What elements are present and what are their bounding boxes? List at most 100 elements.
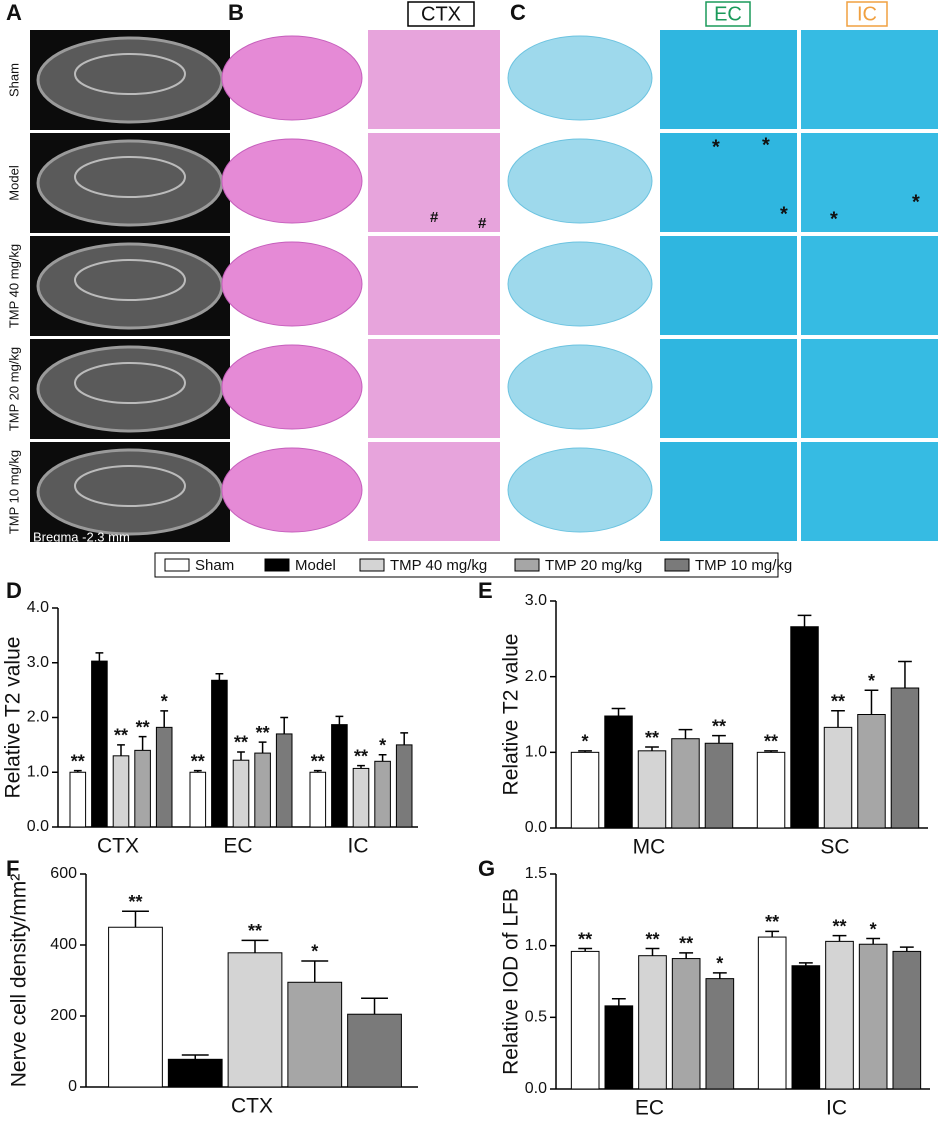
significance: * — [868, 671, 875, 691]
legend-label: TMP 10 mg/kg — [695, 557, 792, 574]
panel-label: A — [6, 0, 22, 25]
error-bar — [361, 997, 388, 1015]
significance: ** — [256, 723, 270, 743]
legend-swatch — [164, 558, 190, 572]
panel-label: E — [478, 578, 493, 603]
lfb-ec — [660, 442, 797, 541]
error-bar — [400, 732, 409, 745]
y-tick-label: 200 — [50, 1007, 77, 1024]
significance: ** — [679, 934, 693, 954]
bar — [395, 744, 413, 828]
error-bar — [764, 750, 778, 753]
y-axis-label: Relative T2 value — [500, 634, 523, 796]
lfb-ic — [801, 133, 938, 232]
error-bar — [831, 709, 845, 728]
bar — [69, 771, 87, 828]
y-tick-label: 0.0 — [525, 1080, 547, 1097]
bar — [671, 958, 701, 1090]
significance: ** — [831, 691, 845, 711]
lfb-ic — [801, 442, 938, 541]
mri-brain — [36, 139, 224, 227]
bar — [756, 751, 786, 829]
error-bar — [712, 734, 726, 744]
bar — [352, 767, 370, 828]
error-bar — [258, 741, 267, 754]
row-label: TMP 20 mg/kg — [6, 347, 21, 431]
significance: ** — [136, 717, 150, 737]
row-label: Model — [6, 165, 21, 201]
error-bar — [160, 710, 169, 728]
error-bar — [313, 769, 322, 773]
header-box — [407, 1, 475, 27]
lfb-ic — [801, 236, 938, 335]
error-bar — [678, 728, 693, 739]
image-mark: # — [430, 209, 439, 226]
bar — [347, 1013, 402, 1088]
mri-inner — [74, 259, 186, 301]
bar — [275, 733, 293, 828]
significance: * — [379, 735, 386, 755]
bar — [604, 715, 633, 829]
panel-label: C — [510, 0, 526, 25]
significance: * — [311, 942, 318, 962]
significance: ** — [311, 751, 325, 771]
x-tick-label: IC — [348, 835, 369, 858]
lfb-ec — [660, 339, 797, 438]
x-tick-label: CTX — [97, 835, 139, 858]
bar — [374, 760, 391, 828]
y-tick-label: 3.0 — [27, 654, 49, 671]
y-tick-label: 1.5 — [525, 865, 547, 882]
y-tick-label: 3.0 — [525, 592, 547, 609]
bar — [570, 751, 600, 829]
significance: ** — [712, 716, 726, 736]
y-tick-label: 2.0 — [27, 709, 49, 726]
error-bar — [193, 769, 202, 773]
significance: ** — [234, 733, 248, 753]
panel-label: G — [478, 856, 495, 881]
significance: ** — [191, 751, 205, 771]
y-tick-label: 600 — [50, 865, 77, 882]
y-tick-label: 0.5 — [525, 1009, 547, 1026]
bar — [570, 950, 600, 1090]
bar — [790, 626, 819, 829]
significance: ** — [645, 728, 659, 748]
mri-brain — [36, 448, 224, 536]
lfb-brain — [507, 344, 653, 430]
header: IC — [857, 3, 877, 25]
he-brain — [221, 344, 363, 430]
error-bar — [645, 746, 659, 751]
image-mark: * — [830, 208, 838, 230]
legend-swatch — [514, 558, 540, 572]
bar — [287, 981, 343, 1088]
error-bar — [679, 952, 694, 959]
image-mark: * — [912, 191, 920, 213]
error-bar — [378, 753, 387, 762]
error-bar — [357, 764, 365, 769]
panel-label: D — [6, 578, 22, 603]
significance: ** — [114, 726, 128, 746]
bar — [167, 1058, 223, 1088]
y-tick-label: 1.0 — [525, 744, 547, 761]
bar — [189, 771, 207, 828]
lfb-ic — [801, 339, 938, 438]
bar — [227, 952, 283, 1088]
legend-label: TMP 20 mg/kg — [545, 557, 642, 574]
x-tick-label: EC — [223, 835, 252, 858]
y-tick-label: 400 — [50, 936, 77, 953]
y-tick-label: 0.0 — [525, 819, 547, 836]
bar — [705, 978, 735, 1090]
bar — [704, 742, 734, 829]
lfb-brain — [507, 447, 653, 533]
y-axis-label: Relative IOD of LFB — [500, 888, 523, 1075]
bar — [134, 749, 151, 828]
bar — [857, 714, 886, 829]
he-brain — [221, 447, 363, 533]
row-label: Sham — [6, 63, 21, 97]
error-bar — [866, 937, 881, 945]
error-bar — [898, 660, 912, 689]
lfb-brain — [507, 241, 653, 327]
bar — [108, 926, 163, 1088]
bar — [825, 940, 854, 1090]
mri-brain — [36, 345, 224, 433]
y-tick-label: 2.0 — [525, 668, 547, 685]
